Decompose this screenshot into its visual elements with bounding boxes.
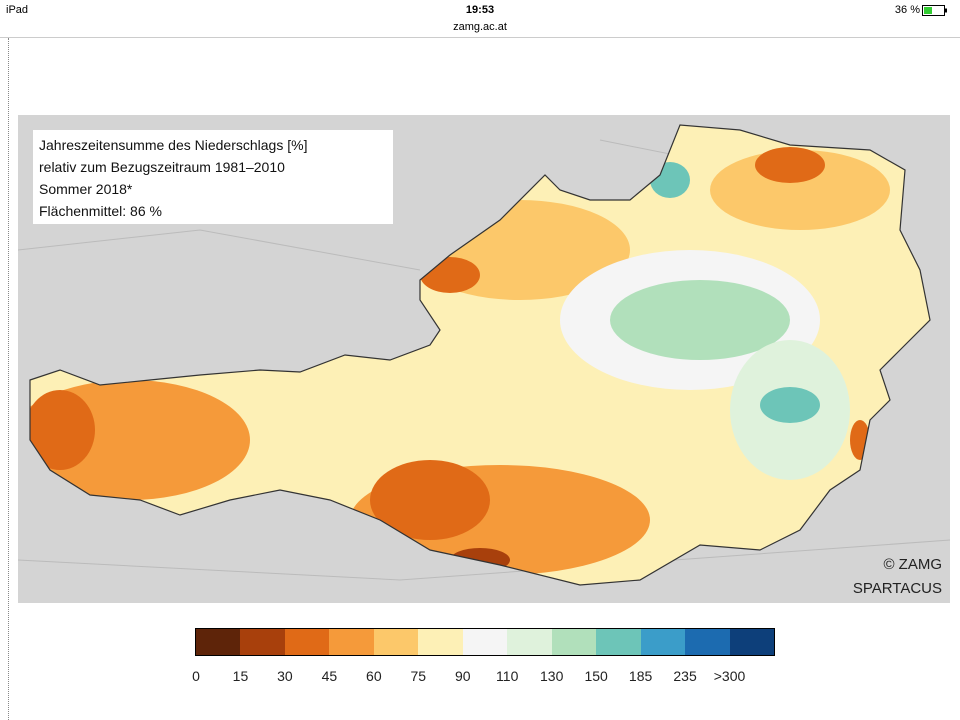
color-scale (195, 628, 775, 656)
scale-label: 150 (584, 668, 608, 684)
scale-swatch (240, 629, 285, 655)
scale-swatch (685, 629, 730, 655)
scale-swatch (640, 629, 686, 655)
precipitation-map (18, 115, 950, 603)
scale-swatch (329, 629, 374, 655)
info-line: Sommer 2018* (39, 181, 133, 197)
scale-swatch (196, 629, 241, 655)
credit: © ZAMG (883, 556, 942, 573)
info-line: relativ zum Bezugszeitraum 1981–2010 (39, 159, 285, 175)
battery-icon (922, 5, 947, 16)
scale-label: 235 (673, 668, 697, 684)
device-name: iPad (6, 4, 29, 16)
scale-label: 110 (496, 668, 519, 684)
divider (0, 37, 960, 38)
scale-label: 130 (540, 668, 564, 684)
credit: SPARTACUS (852, 580, 942, 597)
scale-swatch (596, 629, 641, 655)
scale-swatch (462, 629, 508, 655)
scale-label: 45 (321, 668, 338, 684)
scale-label: 90 (454, 668, 471, 684)
margin-line (8, 38, 9, 720)
scale-swatch (373, 629, 419, 655)
scale-swatch (729, 629, 775, 655)
scale-swatch (551, 629, 597, 655)
info-line: Jahreszeitensumme des Niederschlags [%] (39, 137, 308, 153)
scale-label: 15 (232, 668, 249, 684)
map-info: Jahreszeitensumme des Niederschlags [%] r… (33, 130, 393, 224)
scale-label: >300 (713, 668, 746, 684)
clock: 19:53 (465, 4, 495, 16)
scale-swatch (418, 629, 463, 655)
scale-swatch (284, 629, 330, 655)
scale-label: 185 (628, 668, 653, 684)
battery-percent: 36 % (894, 4, 920, 16)
scale-label: 60 (366, 668, 382, 684)
scale-swatch (507, 629, 552, 655)
url[interactable]: zamg.ac.at (453, 21, 507, 33)
info-line: Flächenmittel: 86 % (39, 203, 162, 219)
scale-label: 30 (277, 668, 293, 684)
scale-label: 0 (192, 668, 200, 684)
scale-label: 75 (410, 668, 427, 684)
